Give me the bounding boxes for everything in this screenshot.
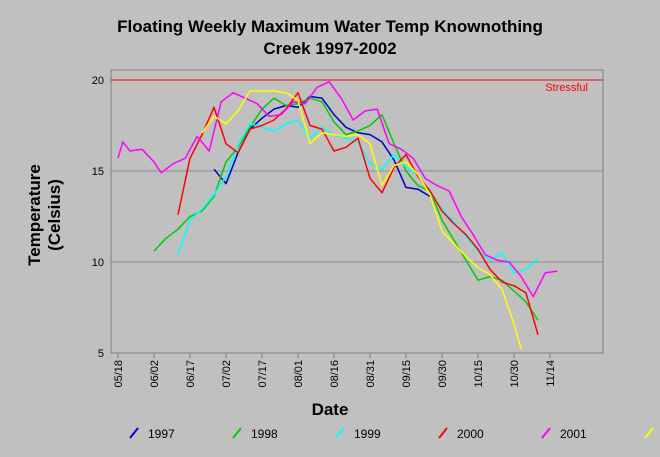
x-tick-label: 11/14	[545, 360, 557, 387]
x-tick-label: 07/02	[221, 360, 233, 388]
x-tick-label: 06/17	[185, 360, 197, 388]
y-tick-label: 10	[92, 257, 104, 269]
legend-swatch-1997	[129, 427, 139, 439]
y-tick-label: 15	[92, 166, 104, 178]
series-line-2000	[177, 91, 539, 336]
legend-label-2001: 2001	[560, 427, 587, 441]
series-line-2001	[117, 81, 558, 298]
x-tick-label: 09/30	[437, 360, 449, 388]
x-tick-label: 07/17	[257, 360, 269, 388]
y-tick-label: 5	[98, 348, 104, 360]
x-tick-label: 08/31	[365, 360, 377, 388]
y-tick-labels: 20 15 10 5	[92, 75, 104, 360]
legend-swatch-2002	[644, 427, 654, 439]
legend-swatch-2001	[541, 427, 551, 439]
legend-label-2000: 2000	[457, 427, 484, 441]
legend-swatch-2000	[438, 427, 448, 439]
grid-lines	[111, 170, 603, 263]
x-tick-label: 10/30	[509, 360, 521, 388]
x-tick-label: 09/15	[401, 360, 413, 388]
threshold: Stressful	[111, 79, 603, 94]
x-tick-label: 08/16	[329, 360, 341, 388]
series-line-2002	[201, 90, 522, 350]
legend-label-1997: 1997	[148, 427, 175, 441]
x-tick-label: 10/15	[473, 360, 485, 388]
legend-label-1998: 1998	[251, 427, 278, 441]
series-line-1998	[153, 97, 539, 321]
x-tick-label: 08/01	[293, 360, 305, 388]
legend-swatch-1998	[232, 427, 242, 439]
series-lines	[117, 81, 558, 350]
x-tick-labels: 05/18 06/02 06/17 07/02 07/17 08/01 08/16 08/31…	[113, 353, 557, 388]
threshold-label: Stressful	[545, 82, 588, 94]
x-tick-label: 06/02	[149, 360, 161, 388]
chart-title-line1: Floating Weekly Maximum Water Temp Known…	[117, 17, 543, 36]
chart-title: Floating Weekly Maximum Water Temp Known…	[0, 16, 660, 60]
y-tick-label: 20	[92, 75, 104, 87]
legend-label-1999: 1999	[354, 427, 381, 441]
plot-area	[110, 69, 604, 354]
series-line-1999	[177, 119, 539, 274]
x-tick-label: 05/18	[113, 360, 125, 388]
chart-title-line2: Creek 1997-2002	[263, 39, 397, 58]
x-axis-label: Date	[311, 400, 349, 419]
legend: 199719981999200020012002	[129, 427, 654, 441]
legend-swatch-1999	[335, 427, 345, 439]
